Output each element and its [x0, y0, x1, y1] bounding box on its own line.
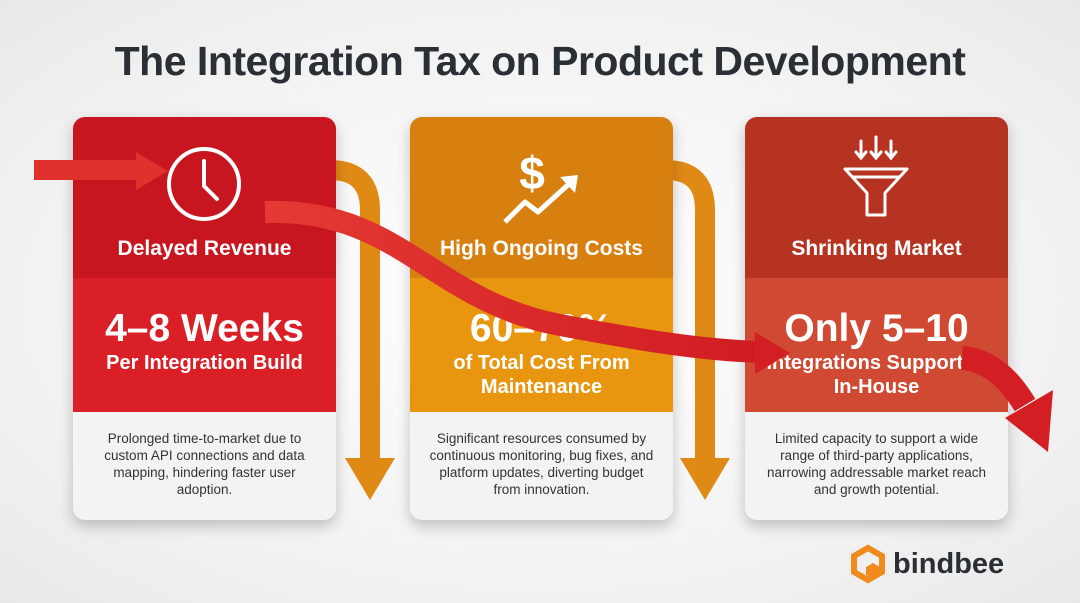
- funnel-icon: [843, 135, 909, 217]
- title: The Integration Tax on Product Developme…: [114, 38, 966, 84]
- card-heading: Delayed Revenue: [117, 237, 292, 260]
- logo: bindbee: [893, 548, 1005, 580]
- down-arrows: [329, 160, 715, 460]
- card: $ High Ongoing Costs 60–70% of Total Cos…: [410, 117, 673, 520]
- svg-text:$: $: [519, 147, 545, 199]
- logo-icon: [851, 544, 885, 584]
- card: Shrinking Market Only 5–10 Integrations …: [745, 117, 1008, 520]
- card-heading: High Ongoing Costs: [440, 237, 643, 260]
- card-stat-sub: of Total Cost From Maintenance: [453, 352, 630, 398]
- arrow-heads: [345, 458, 730, 500]
- card: Delayed Revenue 4–8 Weeks Per Integratio…: [73, 117, 336, 520]
- card-stat-sub: Per Integration Build: [106, 352, 303, 374]
- flow-arrow: [960, 346, 1036, 412]
- card-stat-sub: Integrations Supported In-House: [766, 352, 987, 398]
- card-description: Significant resources consumed by contin…: [429, 431, 654, 497]
- arrow-head: [1005, 390, 1053, 452]
- arrow-head: [755, 332, 790, 374]
- arrow-head: [136, 152, 168, 190]
- card-heading: Shrinking Market: [791, 237, 962, 260]
- card-stat: Only 5–10: [784, 307, 969, 350]
- card-description: Limited capacity to support a wide range…: [766, 431, 987, 497]
- card-description: Prolonged time-to-market due to custom A…: [104, 431, 305, 497]
- card-stat: 4–8 Weeks: [105, 307, 304, 350]
- clock-icon: [167, 147, 241, 221]
- flow-arrow: [264, 200, 761, 363]
- cost-icon: $: [503, 147, 578, 224]
